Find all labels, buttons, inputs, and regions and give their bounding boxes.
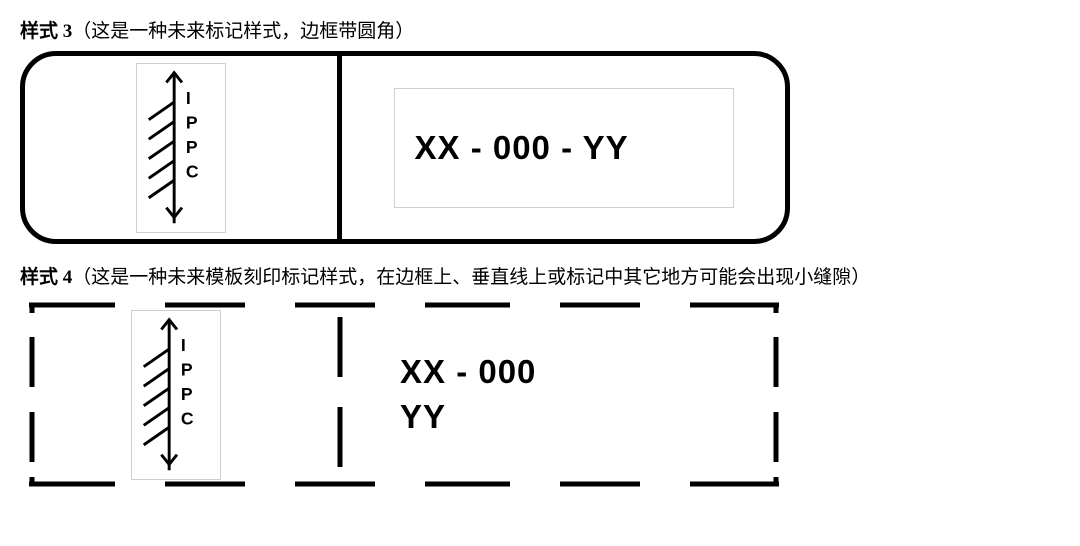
ippc-wheat-icon: I P P C [137,64,225,232]
style3-caption-prefix: 样式 3 [20,21,72,42]
svg-text:P: P [181,383,193,403]
style4-caption-prefix: 样式 4 [20,267,72,288]
style3-caption: 样式 3（这是一种未来标记样式，边框带圆角） [20,16,1060,43]
style4-box: I P P C XX - 000 YY [20,297,790,492]
svg-text:P: P [186,136,198,156]
style4-code-cell: XX - 000 YY [350,297,790,492]
ippc-wheat-icon: I P P C [132,311,220,479]
svg-text:C: C [186,161,199,181]
style4-symbol-cell: I P P C [20,297,332,492]
style3-caption-rest: （这是一种未来标记样式，边框带圆角） [72,21,414,42]
svg-text:I: I [181,335,186,355]
svg-text:P: P [181,359,193,379]
ippc-symbol: I P P C [131,310,221,480]
style3-box: I P P C XX - 000 - YY [20,51,790,244]
style4-caption-rest: （这是一种未来模板刻印标记样式，在边框上、垂直线上或标记中其它地方可能会出现小缝… [72,267,870,288]
style3-code-text: XX - 000 - YY [415,129,629,167]
svg-text:P: P [186,112,198,132]
style4-caption: 样式 4（这是一种未来模板刻印标记样式，在边框上、垂直线上或标记中其它地方可能会… [20,262,1060,289]
style4-code-line1: XX - 000 [400,350,790,395]
style3-code-panel: XX - 000 - YY [394,88,734,208]
style4-code-line2: YY [400,395,790,440]
svg-text:C: C [181,408,194,428]
style3-code-cell: XX - 000 - YY [342,56,785,239]
ippc-symbol: I P P C [136,63,226,233]
svg-text:I: I [186,88,191,108]
style3-symbol-cell: I P P C [25,56,337,239]
